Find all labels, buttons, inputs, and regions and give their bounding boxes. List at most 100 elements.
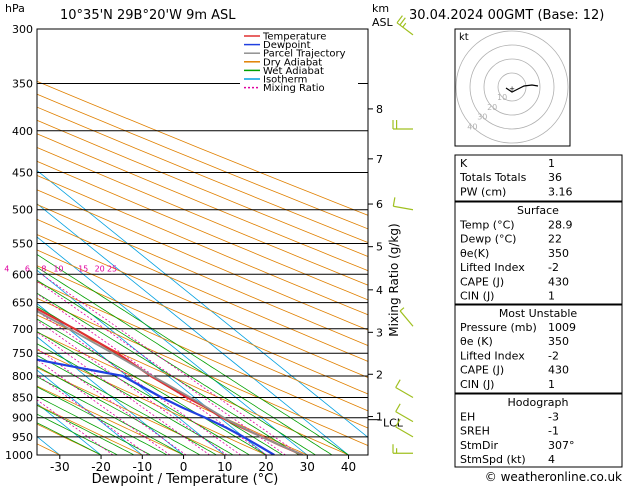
- index-row-value: 3.16: [548, 185, 573, 198]
- skewt-plot: 12346810152025 3003504004505005506006507…: [4, 15, 414, 474]
- index-row-label: Totals Totals: [459, 171, 527, 184]
- surface-row-label: CAPE (J): [460, 275, 504, 288]
- pressure-tick-label: 800: [12, 370, 33, 383]
- mixing-ratio-axis-title: Mixing Ratio (g/kg): [387, 223, 401, 336]
- wet-adiabat-line: [37, 318, 267, 455]
- most-unstable-row-value: 350: [548, 335, 569, 348]
- surface-row-value: 1: [548, 290, 555, 303]
- mixing-ratio-label: 15: [78, 264, 88, 273]
- legend-label: Parcel Trajectory: [263, 49, 346, 60]
- most-unstable-row-value: 1: [548, 378, 555, 391]
- dry-adiabat-line: [37, 367, 225, 455]
- dry-adiabat-line: [37, 119, 368, 257]
- mixing-ratio-line: [37, 399, 114, 455]
- isotherm-line: [37, 336, 184, 455]
- surface-row-value: -2: [548, 261, 559, 274]
- hodograph-ring: [497, 72, 527, 102]
- hodograph-table-title: Hodograph: [508, 396, 569, 409]
- dry-adiabat-line: [37, 349, 267, 455]
- km-tick-label: 6: [376, 198, 383, 211]
- legend-label: Dewpoint: [263, 40, 311, 51]
- wind-barbs: [392, 15, 414, 454]
- mixing-ratio-labels: 12346810152025: [4, 264, 117, 273]
- dry-adiabat-line: [37, 314, 349, 455]
- legend-label: Wet Adiabat: [263, 66, 324, 77]
- km-tick-label: 3: [376, 326, 383, 339]
- wet-adiabat-line: [37, 404, 135, 455]
- index-row-label: PW (cm): [460, 185, 506, 198]
- hodograph-ring-label: 10: [497, 93, 507, 102]
- most-unstable-row-label: CAPE (J): [460, 364, 504, 377]
- wet-adiabat-line: [37, 386, 168, 455]
- dry-adiabat-line: [37, 106, 368, 244]
- isotherm-line: [37, 203, 349, 455]
- hodograph-row-label: StmSpd (kt): [460, 453, 526, 466]
- wet-adiabat-line: [37, 305, 283, 455]
- temperature-tick-label: 0: [180, 460, 188, 474]
- dry-adiabat-line: [37, 331, 308, 455]
- mixing-ratio-label: 4: [4, 264, 9, 273]
- parcel-trajectory-line: [37, 310, 304, 455]
- km-tick-label: 4: [376, 284, 383, 297]
- dry-adiabat-line: [37, 133, 368, 272]
- hodograph-row-label: SREH: [460, 425, 490, 438]
- isotherm-line: [37, 236, 308, 455]
- legend-label: Isotherm: [263, 75, 307, 86]
- mixing-ratio-label: 8: [41, 264, 46, 273]
- height-axis: 8 7 6 5 4 3 2 1 LCL: [368, 103, 404, 430]
- pressure-tick-label: 650: [12, 297, 33, 310]
- isotherm-line: [37, 269, 267, 455]
- most-unstable-table-box: [454, 304, 623, 394]
- isotherm-line: [37, 303, 226, 455]
- wind-barb: [395, 403, 414, 423]
- hodograph-ring-label: 40: [467, 123, 477, 132]
- dry-adiabat-line: [37, 80, 368, 216]
- most-unstable-row-label: θe (K): [460, 335, 493, 348]
- wind-barb: [392, 444, 413, 454]
- surface-row-value: 22: [548, 233, 562, 246]
- mixing-ratio-label: 25: [107, 264, 117, 273]
- wet-adiabat-line: [37, 365, 201, 455]
- wind-barb: [395, 418, 414, 438]
- temperature-tick-label: 10: [217, 460, 232, 474]
- pressure-tick-label: 400: [12, 125, 33, 138]
- dry-adiabat-line: [37, 249, 368, 395]
- pressure-tick-label: 750: [12, 347, 33, 360]
- pressure-tick-label: 550: [12, 237, 33, 250]
- temperature-tick-label: -30: [50, 460, 70, 474]
- most-unstable-row-label: Lifted Index: [460, 349, 525, 362]
- wind-barb: [396, 15, 414, 36]
- temperature-tick-label: 30: [300, 460, 315, 474]
- surface-title: Surface: [517, 204, 559, 217]
- profile-lines: [37, 307, 304, 455]
- pressure-tick-label: 700: [12, 323, 33, 336]
- hodograph-ring-label: 30: [477, 113, 487, 122]
- surface-row-label: CIN (J): [460, 290, 494, 303]
- pressure-tick-label: 1000: [5, 449, 33, 462]
- pressure-tick-label: 300: [12, 23, 33, 36]
- pressure-tick-label: 900: [12, 412, 33, 425]
- hodograph-row-value: 307°: [548, 439, 575, 452]
- km-tick-label: 1: [376, 411, 383, 424]
- km-tick-label: 8: [376, 103, 383, 116]
- asl-unit-label: ASL: [372, 16, 394, 29]
- temperature-tick-label: -20: [91, 460, 111, 474]
- pressure-tick-label: 600: [12, 268, 33, 281]
- most-unstable-row-value: -2: [548, 349, 559, 362]
- location-title: 10°35'N 29B°20'W 9m ASL: [60, 8, 236, 23]
- lcl-label: LCL: [383, 417, 404, 430]
- hodograph-unit-label: kt: [459, 32, 469, 43]
- surface-row-value: 350: [548, 247, 569, 260]
- pressure-tick-label: 950: [12, 431, 33, 444]
- wet-adiabat-line: [37, 331, 250, 455]
- indices-tables: K 1 Totals Totals 36 PW (cm) 3.16 SurfaceTemp …: [454, 154, 623, 468]
- temperature-tick-label: -10: [132, 460, 152, 474]
- surface-row-value: 430: [548, 275, 569, 288]
- wind-barb: [395, 379, 414, 399]
- mixing-ratio-label: 6: [25, 264, 30, 273]
- pressure-tick-label: 850: [12, 391, 33, 404]
- temperature-axis: -30 -20 -10 0 10 20 30 40: [50, 455, 356, 474]
- surface-row-label: Temp (°C): [459, 219, 515, 232]
